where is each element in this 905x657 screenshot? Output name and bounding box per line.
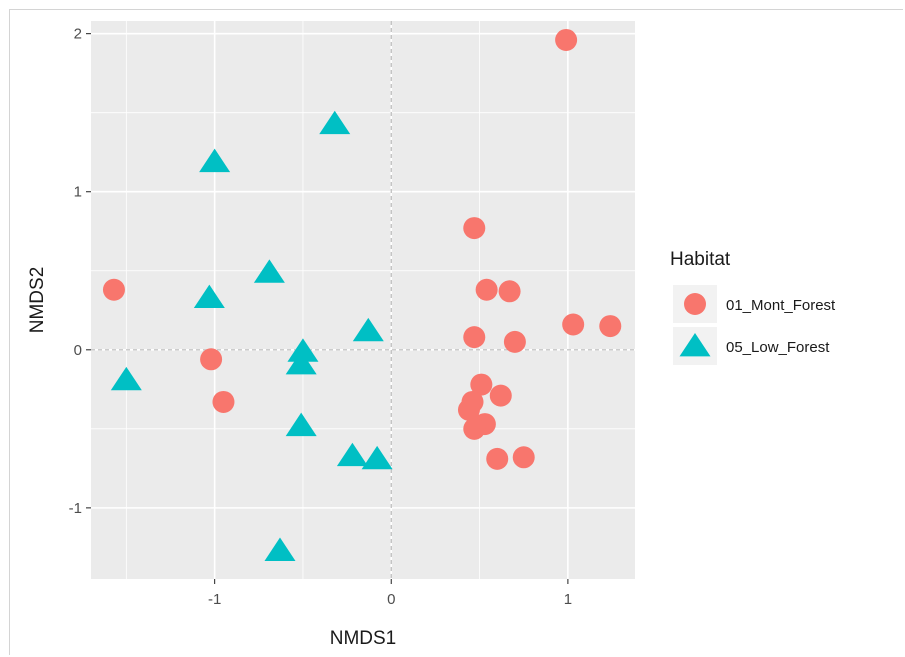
point-mont-forest bbox=[463, 326, 486, 349]
legend-key-triangle bbox=[679, 333, 711, 357]
point-mont-forest bbox=[470, 373, 493, 396]
legend: Habitat 01_Mont_Forest 05_Low_Forest bbox=[670, 249, 836, 365]
point-mont-forest bbox=[457, 398, 480, 421]
point-mont-forest bbox=[555, 28, 578, 51]
axis-ticks: -1 0 1 -1 0 1 2 bbox=[69, 26, 572, 608]
point-mont-forest bbox=[489, 384, 512, 407]
legend-label-low-forest: 05_Low_Forest bbox=[726, 339, 830, 356]
point-mont-forest bbox=[486, 447, 509, 470]
point-low-forest bbox=[264, 537, 296, 561]
point-low-forest bbox=[285, 412, 317, 437]
point-mont-forest bbox=[200, 348, 223, 371]
point-mont-forest bbox=[212, 390, 235, 413]
point-mont-forest bbox=[475, 278, 498, 301]
point-mont-forest bbox=[562, 313, 585, 336]
y-tick-label: -1 bbox=[69, 500, 82, 517]
point-low-forest bbox=[287, 338, 319, 362]
legend-keys bbox=[679, 293, 711, 357]
point-low-forest bbox=[110, 366, 142, 391]
y-axis-title: NMDS2 bbox=[27, 267, 48, 334]
plot-panel bbox=[91, 21, 635, 579]
point-low-forest bbox=[193, 284, 225, 309]
point-low-forest bbox=[253, 259, 285, 283]
legend-label-mont-forest: 01_Mont_Forest bbox=[726, 297, 836, 314]
point-low-forest bbox=[319, 110, 351, 135]
legend-key-circle bbox=[684, 293, 706, 315]
legend-title: Habitat bbox=[670, 249, 731, 270]
x-axis-title: NMDS1 bbox=[330, 628, 397, 649]
point-mont-forest bbox=[463, 217, 486, 240]
y-tick-label: 0 bbox=[74, 342, 82, 359]
point-low-forest bbox=[352, 317, 384, 342]
point-mont-forest bbox=[498, 280, 521, 303]
x-tick-label: 0 bbox=[387, 591, 395, 608]
point-low-forest bbox=[361, 445, 393, 470]
point-mont-forest bbox=[102, 278, 125, 301]
point-mont-forest bbox=[463, 417, 486, 440]
point-low-forest bbox=[199, 148, 231, 173]
reference-lines bbox=[91, 21, 635, 579]
point-mont-forest bbox=[512, 446, 535, 469]
point-mont-forest bbox=[599, 315, 622, 338]
point-mont-forest bbox=[503, 330, 526, 353]
data-points bbox=[102, 28, 622, 561]
x-tick-label: -1 bbox=[208, 591, 221, 608]
y-tick-label: 1 bbox=[74, 184, 82, 201]
y-tick-label: 2 bbox=[74, 26, 82, 43]
point-low-forest bbox=[285, 351, 317, 375]
point-low-forest bbox=[336, 442, 368, 467]
x-tick-label: 1 bbox=[564, 591, 572, 608]
